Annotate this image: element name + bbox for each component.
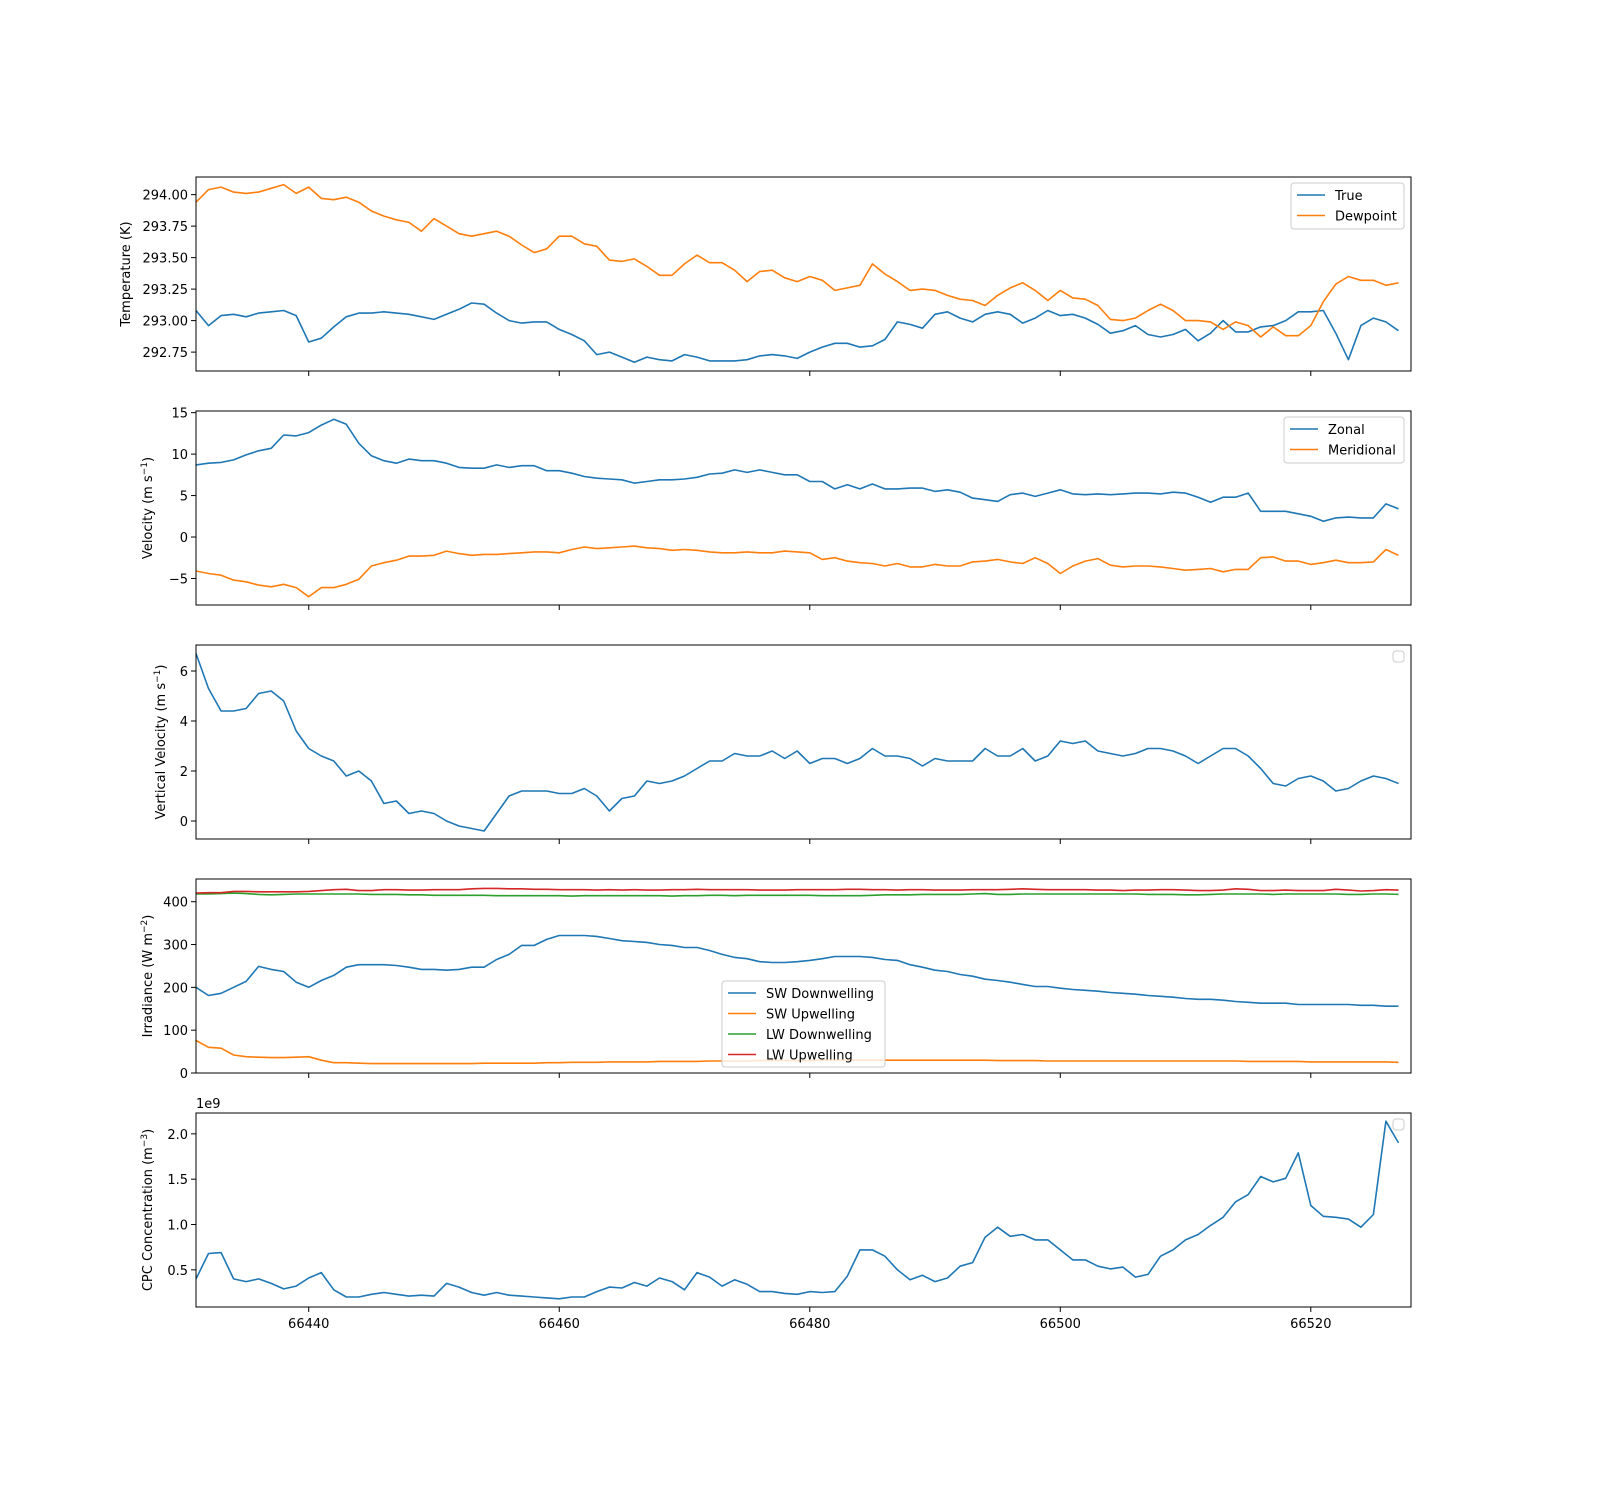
y-tick-label: 200 bbox=[163, 981, 188, 996]
y-tick-label: 300 bbox=[163, 939, 188, 954]
y-tick-label: 293.25 bbox=[143, 283, 189, 298]
y-axis-label: CPC Concentration (m−3) bbox=[140, 1129, 156, 1291]
legend-label: LW Downwelling bbox=[766, 1028, 872, 1043]
axes-frame bbox=[195, 1112, 1412, 1308]
y-tick-label: 292.75 bbox=[143, 346, 189, 361]
legend-item: SW Downwelling bbox=[728, 987, 874, 1002]
legend-item: SW Upwelling bbox=[728, 1008, 855, 1023]
legend-label: Dewpoint bbox=[1335, 210, 1397, 225]
legend-label: Zonal bbox=[1328, 423, 1365, 438]
legend-frame bbox=[1392, 1118, 1405, 1131]
subplot-5: 66440 66460 66480 66500 66520 0.5 1.0 1.5 2.0 1e9… bbox=[140, 1097, 1412, 1332]
y-tick-label: 1.0 bbox=[167, 1219, 188, 1234]
y-tick-label: 293.75 bbox=[143, 220, 189, 235]
y-tick-label: 5 bbox=[180, 490, 188, 505]
y-axis-label-text: Velocity (m s bbox=[141, 475, 156, 559]
y-axis-label-text: Temperature (K) bbox=[119, 221, 134, 327]
y-axis-label: Temperature (K) bbox=[119, 221, 134, 327]
x-tick-label: 66440 bbox=[288, 1317, 329, 1332]
legend-label: SW Upwelling bbox=[766, 1008, 855, 1023]
x-tick-label: 66480 bbox=[789, 1317, 830, 1332]
legend bbox=[1392, 1118, 1405, 1131]
y-tick-label: 10 bbox=[171, 448, 188, 463]
y-tick-label: 293.50 bbox=[143, 252, 189, 267]
series-line-meridional bbox=[195, 545, 1399, 598]
y-tick-label: 0 bbox=[180, 531, 188, 546]
legend-label: LW Upwelling bbox=[766, 1049, 853, 1064]
y-tick-label: 15 bbox=[171, 407, 188, 422]
y-axis-label-text: Irradiance (W m bbox=[141, 933, 156, 1037]
legend-item: Dewpoint bbox=[1297, 210, 1397, 225]
legend-item: Zonal bbox=[1290, 423, 1365, 438]
axes-frame bbox=[195, 878, 1412, 1074]
y-axis-label: Velocity (m s−1) bbox=[140, 457, 156, 559]
y-axis-label-end: ) bbox=[141, 915, 156, 920]
y-tick-label: 293.00 bbox=[143, 315, 189, 330]
y-axis-label-superscript: −3 bbox=[140, 1134, 150, 1147]
x-tick-label: 66520 bbox=[1290, 1317, 1331, 1332]
legend-label: Meridional bbox=[1328, 444, 1396, 459]
y-axis-label-text: CPC Concentration (m bbox=[141, 1147, 156, 1291]
subplot-4: 0 100 200 300 400 Irradiance (W m−2) SW Downwe… bbox=[140, 878, 1412, 1082]
y-offset-label: 1e9 bbox=[196, 1097, 221, 1112]
y-tick-label: 400 bbox=[163, 896, 188, 911]
y-tick-label: 2 bbox=[180, 765, 188, 780]
legend-frame bbox=[721, 980, 886, 1068]
y-axis-label-superscript: −1 bbox=[153, 670, 163, 683]
series-line-data bbox=[195, 1120, 1400, 1300]
legend-item: LW Downwelling bbox=[728, 1028, 872, 1043]
y-axis-label-end: ) bbox=[141, 457, 156, 462]
y-axis-label-text: Vertical Velocity (m s bbox=[154, 683, 169, 820]
y-tick-label: 6 bbox=[180, 665, 188, 680]
y-axis-label-superscript: −2 bbox=[140, 920, 150, 933]
y-tick-label: 0 bbox=[180, 815, 188, 830]
subplot-3: 0 2 4 6 Vertical Velocity (m s−1) bbox=[153, 644, 1412, 844]
series-line-lw-upwelling bbox=[195, 887, 1399, 894]
subplot-1: 292.75 293.00 293.25 293.50 293.75 294.00 Temp… bbox=[119, 176, 1412, 376]
legend: True Dewpoint bbox=[1290, 182, 1405, 230]
legend-item: LW Upwelling bbox=[728, 1049, 853, 1064]
y-tick-label: 4 bbox=[180, 715, 188, 730]
series-line-data bbox=[195, 653, 1399, 832]
legend-item: Meridional bbox=[1290, 444, 1396, 459]
y-tick-label: 100 bbox=[163, 1024, 188, 1039]
axes-frame bbox=[195, 644, 1412, 840]
y-axis-label-end: ) bbox=[141, 1129, 156, 1134]
legend: Zonal Meridional bbox=[1283, 416, 1405, 464]
axes-frame bbox=[195, 410, 1412, 606]
series-line-dewpoint bbox=[195, 183, 1399, 338]
legend: SW Downwelling SW Upwelling LW Downwelling… bbox=[721, 980, 886, 1068]
series-line-sw-downwelling bbox=[195, 934, 1399, 1007]
legend-label: True bbox=[1334, 189, 1363, 204]
y-tick-label: 0.5 bbox=[167, 1264, 188, 1279]
series-line-true bbox=[195, 302, 1399, 363]
subplot-2: −5 0 5 10 15 Velocity (m s−1) Zonal Meridional bbox=[140, 407, 1412, 610]
legend-label: SW Downwelling bbox=[766, 987, 874, 1002]
y-tick-label: 294.00 bbox=[143, 189, 189, 204]
y-tick-label: 0 bbox=[180, 1067, 188, 1082]
y-axis-label: Vertical Velocity (m s−1) bbox=[153, 665, 169, 820]
y-tick-label: 2.0 bbox=[167, 1128, 188, 1143]
y-axis-label: Irradiance (W m−2) bbox=[140, 915, 156, 1038]
series-line-lw-downwelling bbox=[196, 892, 1399, 897]
y-axis-label-end: ) bbox=[154, 665, 169, 670]
legend-item: True bbox=[1297, 189, 1363, 204]
legend-frame bbox=[1392, 650, 1405, 663]
x-tick-label: 66460 bbox=[539, 1317, 580, 1332]
x-tick-label: 66500 bbox=[1040, 1317, 1081, 1332]
series-line-zonal bbox=[195, 418, 1399, 523]
y-tick-label: −5 bbox=[169, 572, 188, 587]
axes-frame bbox=[195, 176, 1412, 372]
legend bbox=[1392, 650, 1405, 663]
y-tick-label: 1.5 bbox=[167, 1173, 188, 1188]
y-axis-label-superscript: −1 bbox=[140, 462, 150, 475]
